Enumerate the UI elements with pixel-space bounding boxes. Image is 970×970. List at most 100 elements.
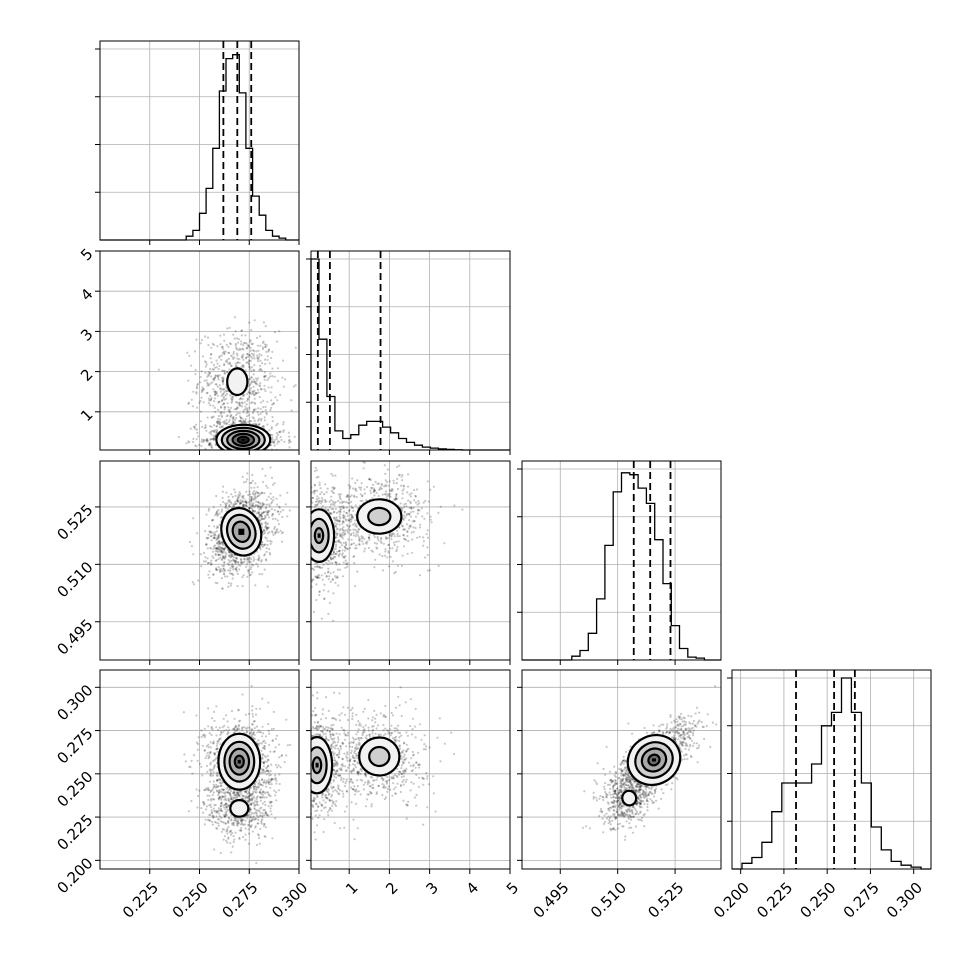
sample-point <box>410 551 413 554</box>
sample-point <box>220 376 224 379</box>
sample-point <box>412 510 415 513</box>
sample-point <box>337 555 340 558</box>
sample-point <box>200 735 203 739</box>
sample-point <box>239 419 242 422</box>
sample-point <box>417 509 420 512</box>
sample-point <box>208 530 211 533</box>
sample-point <box>414 501 418 504</box>
sample-point <box>386 556 389 559</box>
sample-point <box>238 494 241 497</box>
sample-point <box>245 501 248 504</box>
sample-point <box>219 553 222 556</box>
sample-point <box>404 502 407 505</box>
sample-point <box>307 509 309 511</box>
sample-point <box>405 512 408 516</box>
sample-point <box>221 369 224 372</box>
sample-point <box>212 378 215 381</box>
sample-point <box>248 506 251 509</box>
sample-point <box>391 489 394 492</box>
sample-point <box>363 550 366 553</box>
sample-point <box>225 553 228 556</box>
sample-point <box>220 569 224 572</box>
sample-point <box>209 398 212 401</box>
sample-point <box>267 350 270 353</box>
sample-point <box>248 406 251 409</box>
sample-point <box>241 453 243 455</box>
sample-point <box>261 522 264 525</box>
sample-point <box>258 353 261 356</box>
sample-point <box>216 538 219 541</box>
sample-point <box>426 480 429 483</box>
sample-point <box>211 728 214 731</box>
sample-point <box>223 575 227 578</box>
sample-point <box>341 549 344 552</box>
sample-point <box>234 500 237 504</box>
sample-point <box>333 510 336 513</box>
sample-point <box>227 569 230 572</box>
sample-point <box>384 548 387 551</box>
sample-point <box>276 510 279 513</box>
sample-point <box>223 352 226 356</box>
sample-point <box>218 400 221 403</box>
sample-point <box>284 573 286 575</box>
sample-point <box>342 517 345 520</box>
sample-point <box>196 383 199 387</box>
sample-point <box>305 528 307 530</box>
sample-point <box>241 354 244 357</box>
sample-point <box>192 390 195 393</box>
sample-point <box>268 362 271 365</box>
sample-point <box>238 398 241 401</box>
sample-point <box>304 516 306 518</box>
sample-point <box>251 722 254 726</box>
sample-point <box>242 503 245 506</box>
sample-point <box>306 521 308 523</box>
sample-point <box>416 536 419 539</box>
sample-point <box>212 533 215 537</box>
sample-point <box>246 353 249 356</box>
sample-point <box>271 375 274 378</box>
sample-point <box>242 457 244 459</box>
sample-point <box>220 358 223 361</box>
sample-point <box>235 502 238 505</box>
sample-point <box>242 497 245 500</box>
sample-point <box>258 516 261 519</box>
sample-point <box>220 550 223 554</box>
sample-point <box>219 570 222 573</box>
sample-point <box>314 565 317 568</box>
sample-point <box>241 500 244 503</box>
sample-point <box>256 492 259 495</box>
sample-point <box>402 485 405 488</box>
sample-point <box>326 571 330 574</box>
sample-point <box>302 534 304 536</box>
sample-point <box>329 572 332 575</box>
sample-point <box>306 501 308 503</box>
sample-point <box>369 492 372 495</box>
sample-point <box>188 540 191 544</box>
sample-point <box>233 728 236 731</box>
sample-point <box>336 550 339 553</box>
sample-point <box>214 514 217 517</box>
sample-point <box>252 408 256 411</box>
sample-point <box>294 526 296 528</box>
sample-point <box>358 538 361 541</box>
sample-point <box>254 380 257 383</box>
sample-point <box>217 422 220 425</box>
sample-point <box>246 393 249 396</box>
sample-point <box>307 547 309 549</box>
sample-point <box>215 568 218 571</box>
sample-point <box>261 503 265 506</box>
sample-point <box>336 499 340 503</box>
sample-point <box>249 339 252 342</box>
sample-point <box>229 394 232 397</box>
sample-point <box>274 531 277 534</box>
sample-point <box>222 382 225 385</box>
sample-point <box>187 402 190 405</box>
sample-point <box>222 402 226 405</box>
sample-point <box>346 563 349 566</box>
sample-point <box>372 487 375 490</box>
sample-point <box>409 525 412 528</box>
sample-point <box>224 390 227 393</box>
sample-point <box>245 347 248 350</box>
sample-point <box>244 405 247 408</box>
sample-point <box>199 410 202 413</box>
